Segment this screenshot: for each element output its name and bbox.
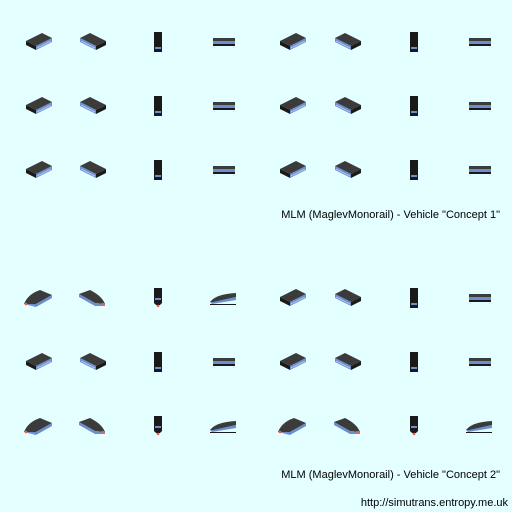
concept-1-tall-ns-vehicle-sprite xyxy=(154,96,162,116)
concept-2-caption: MLM (MaglevMonorail) - Vehicle "Concept … xyxy=(281,469,500,481)
concept-2-box-se-vehicle-sprite xyxy=(335,353,361,370)
concept-2-nose-ew-vehicle-sprite xyxy=(210,293,236,305)
concept-1-flat-ew-vehicle-sprite xyxy=(469,102,491,110)
concept-1-box-sw-vehicle-sprite xyxy=(26,33,52,50)
concept-1-tall-ns-vehicle-sprite xyxy=(410,160,418,180)
concept-1-box-sw-vehicle-sprite xyxy=(26,161,52,178)
concept-2-flat-ew-vehicle-sprite xyxy=(469,358,491,366)
concept-1-caption: MLM (MaglevMonorail) - Vehicle "Concept … xyxy=(281,209,500,221)
concept-1-box-se-vehicle-sprite xyxy=(80,161,106,178)
concept-2-nose-sw-vehicle-sprite xyxy=(278,418,306,435)
concept-2-box-sw-vehicle-sprite xyxy=(26,353,52,370)
concept-1-box-sw-vehicle-sprite xyxy=(26,97,52,114)
concept-2-nose-se-vehicle-sprite xyxy=(334,418,360,434)
concept-1-box-se-vehicle-sprite xyxy=(335,97,361,114)
concept-2-nose-ns-vehicle-sprite xyxy=(410,416,418,436)
concept-2-nose-ns-vehicle-sprite xyxy=(154,288,162,308)
concept-1-tall-ns-vehicle-sprite xyxy=(410,32,418,52)
footer-url: http://simutrans.entropy.me.uk xyxy=(360,497,508,509)
concept-2-nose-sw-vehicle-sprite xyxy=(24,290,52,307)
concept-1-tall-ns-vehicle-sprite xyxy=(410,96,418,116)
concept-2-box-sw-vehicle-sprite xyxy=(280,289,306,306)
concept-1-tall-ns-vehicle-sprite xyxy=(154,32,162,52)
concept-2-nose-ns-vehicle-sprite xyxy=(154,416,162,436)
concept-2-flat-ew-vehicle-sprite xyxy=(213,358,235,366)
concept-2-box-se-vehicle-sprite xyxy=(80,353,106,370)
concept-2-box-sw-vehicle-sprite xyxy=(280,353,306,370)
concept-2-nose-sw-vehicle-sprite xyxy=(24,418,52,435)
concept-2-tall-ns-vehicle-sprite xyxy=(410,352,418,372)
concept-1-box-sw-vehicle-sprite xyxy=(280,161,306,178)
concept-2-nose-ew-vehicle-sprite xyxy=(210,421,236,433)
concept-2-nose-se-vehicle-sprite xyxy=(79,418,105,434)
concept-1-flat-ew-vehicle-sprite xyxy=(213,102,235,110)
concept-2-nose-se-vehicle-sprite xyxy=(79,290,105,306)
concept-1-box-se-vehicle-sprite xyxy=(335,33,361,50)
concept-1-box-se-vehicle-sprite xyxy=(80,97,106,114)
concept-1-box-sw-vehicle-sprite xyxy=(280,33,306,50)
concept-1-flat-ew-vehicle-sprite xyxy=(213,38,235,46)
concept-1-flat-ew-vehicle-sprite xyxy=(213,166,235,174)
concept-1-box-se-vehicle-sprite xyxy=(80,33,106,50)
concept-1-box-sw-vehicle-sprite xyxy=(280,97,306,114)
concept-2-tall-ns-vehicle-sprite xyxy=(410,288,418,308)
concept-2-flat-ew-vehicle-sprite xyxy=(469,294,491,302)
concept-2-nose-ew-vehicle-sprite xyxy=(466,421,492,433)
concept-1-box-se-vehicle-sprite xyxy=(335,161,361,178)
concept-2-box-se-vehicle-sprite xyxy=(335,289,361,306)
concept-1-tall-ns-vehicle-sprite xyxy=(154,160,162,180)
concept-2-tall-ns-vehicle-sprite xyxy=(154,352,162,372)
concept-1-flat-ew-vehicle-sprite xyxy=(469,38,491,46)
concept-1-flat-ew-vehicle-sprite xyxy=(469,166,491,174)
